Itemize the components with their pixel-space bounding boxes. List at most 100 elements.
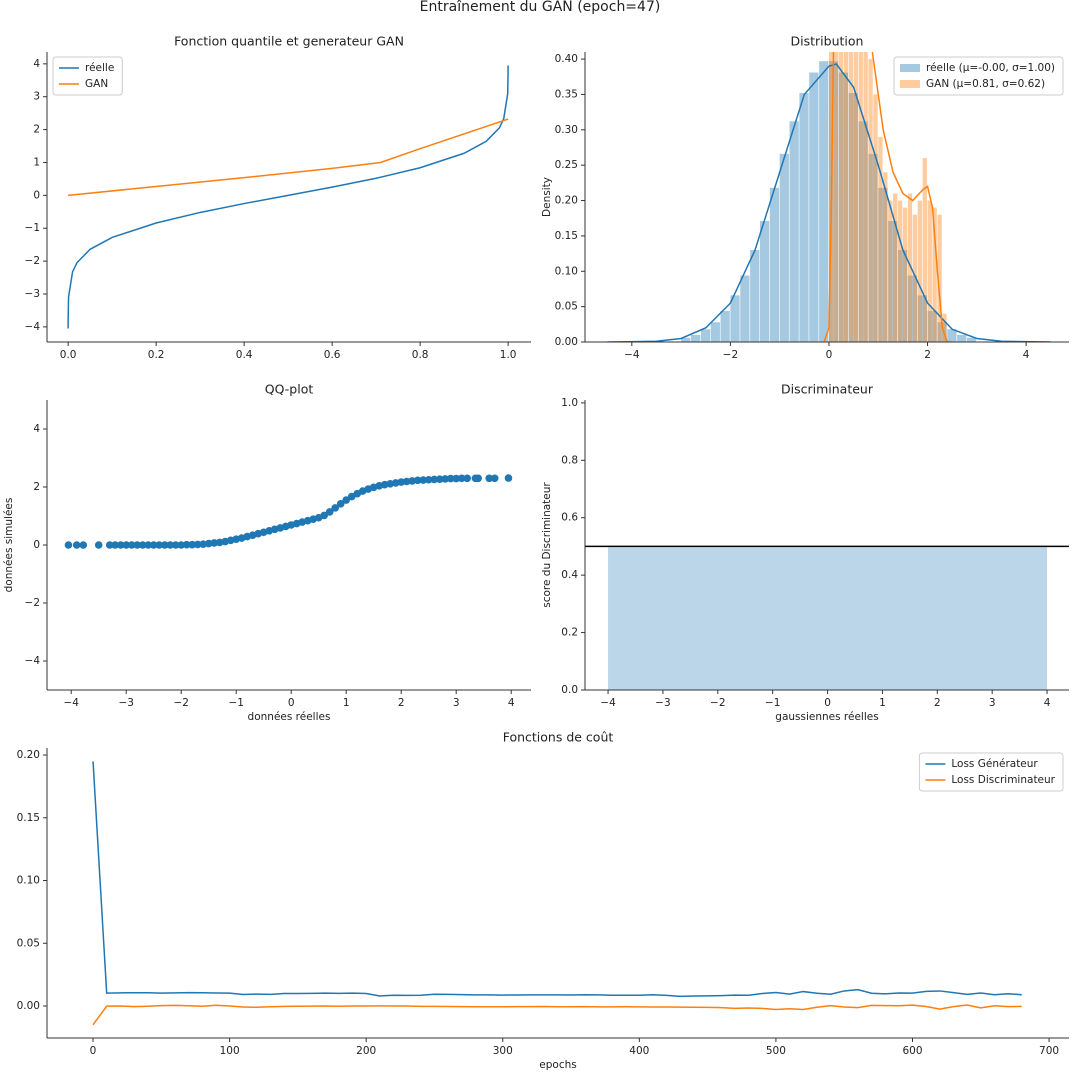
hist-bar xyxy=(907,193,913,342)
point xyxy=(105,541,114,549)
hist-bar xyxy=(710,322,720,342)
subplot: 0 100 200 300 400 500 600 700 0.00 0.05 0.10 0.15 0.… xyxy=(17,730,1069,1071)
point xyxy=(182,540,191,549)
y-tick-label: −4 xyxy=(25,321,41,333)
legend-swatch xyxy=(900,64,921,72)
x-tick-label: 4 xyxy=(1023,349,1030,361)
point xyxy=(342,496,351,504)
x-tick-label: 200 xyxy=(356,1045,376,1057)
x-tick-label: −3 xyxy=(118,697,133,709)
y-tick-label: 1 xyxy=(33,156,40,168)
x-tick-label: 2 xyxy=(398,697,405,709)
hist-bar xyxy=(690,334,701,342)
y-tick-label: 0.05 xyxy=(17,937,40,949)
y-tick-label: 0.10 xyxy=(17,875,40,887)
y-tick-label: −2 xyxy=(25,597,40,609)
point xyxy=(149,541,158,549)
y-tick-label: 2 xyxy=(33,124,40,136)
subplot: 0.0 0.2 0.4 0.6 0.8 1.0 −4 −3 −2 −1 0 1 2 3 4 Fonction … xyxy=(25,34,531,361)
point xyxy=(419,476,428,484)
hist-bar xyxy=(893,193,898,342)
x-tick-label: 500 xyxy=(766,1045,786,1057)
y-tick-label: 0.20 xyxy=(17,749,40,761)
plot-area xyxy=(607,52,1051,342)
legend-label: GAN xyxy=(85,78,108,90)
hist-bar xyxy=(868,153,878,342)
hist-bar xyxy=(937,322,947,342)
point xyxy=(474,474,483,483)
point xyxy=(127,541,136,549)
point xyxy=(336,500,345,508)
y-tick-label: 0.10 xyxy=(555,265,578,277)
hist-bar xyxy=(848,52,854,342)
hist-bar xyxy=(720,310,730,342)
subplot: −4 −3 −2 −1 0 1 2 3 4 −4 −2 0 2 4 QQ-plot données réell… xyxy=(3,382,531,723)
point xyxy=(435,475,444,483)
y-tick-label: 0.35 xyxy=(555,88,578,100)
x-tick-label: 0 xyxy=(288,697,295,709)
legend-label: réelle (μ=-0.00, σ=1.00) xyxy=(926,62,1055,74)
y-tick-label: −3 xyxy=(25,288,40,300)
point xyxy=(193,540,202,549)
line xyxy=(92,1004,1022,1026)
legend-box xyxy=(893,56,1064,96)
x-tick-label: 0.6 xyxy=(324,349,341,361)
hist-bar xyxy=(853,52,858,342)
x-tick-label: −1 xyxy=(228,697,243,709)
point xyxy=(111,541,119,549)
hist-bar xyxy=(902,207,908,342)
point xyxy=(133,541,141,549)
point xyxy=(331,504,340,512)
x-tick-label: −1 xyxy=(765,697,780,709)
x-tick-label: 600 xyxy=(902,1045,922,1057)
y-tick-label: −1 xyxy=(25,222,40,234)
point xyxy=(94,541,103,549)
point xyxy=(210,539,218,547)
subplot: −4 −2 0 2 4 0.00 0.05 0.10 0.15 0.20 0.25 0.30 0.35 0… xyxy=(541,34,1069,361)
x-tick-label: 1 xyxy=(879,697,886,709)
x-tick-label: −3 xyxy=(655,697,670,709)
point xyxy=(325,508,334,516)
hist-bar xyxy=(858,52,863,342)
hist-bar xyxy=(907,275,918,342)
y-tick-label: 0.25 xyxy=(555,159,578,171)
hist-bar xyxy=(937,214,942,342)
figure-title: Entraînement du GAN (epoch=47) xyxy=(420,0,661,15)
x-tick-label: 0 xyxy=(826,349,833,361)
point xyxy=(116,541,125,549)
y-axis-label: score du Discriminateur xyxy=(541,482,553,608)
subplot-title: Fonctions de coût xyxy=(503,730,614,745)
y-tick-label: 0.20 xyxy=(555,195,578,207)
point xyxy=(160,541,169,549)
point xyxy=(397,478,406,486)
hist-bar xyxy=(927,200,932,342)
hist-bar xyxy=(912,214,918,342)
hist-bar xyxy=(957,334,967,342)
x-tick-label: 700 xyxy=(1039,1045,1059,1057)
point xyxy=(441,475,450,483)
point xyxy=(320,511,329,520)
subplot-title: Distribution xyxy=(791,34,864,49)
hist-bar xyxy=(883,172,888,342)
hist-bar xyxy=(789,121,799,342)
area xyxy=(608,547,1048,690)
x-tick-label: 0.2 xyxy=(148,349,165,361)
plot-area xyxy=(92,761,1022,1026)
point xyxy=(155,541,163,549)
legend-swatch xyxy=(900,80,921,88)
point xyxy=(457,474,466,483)
legend: Loss Générateur Loss Discriminateur xyxy=(918,752,1064,792)
y-tick-label: 0.0 xyxy=(561,684,578,696)
y-tick-label: −4 xyxy=(25,655,41,667)
hist-bar xyxy=(917,200,923,342)
hist-bar xyxy=(942,313,947,342)
point xyxy=(424,475,433,484)
x-axis-label: gaussiennes réelles xyxy=(775,711,878,723)
hist-bar xyxy=(858,121,868,342)
hist-bar xyxy=(897,250,908,342)
hist-bar xyxy=(966,337,977,342)
point xyxy=(504,474,513,482)
